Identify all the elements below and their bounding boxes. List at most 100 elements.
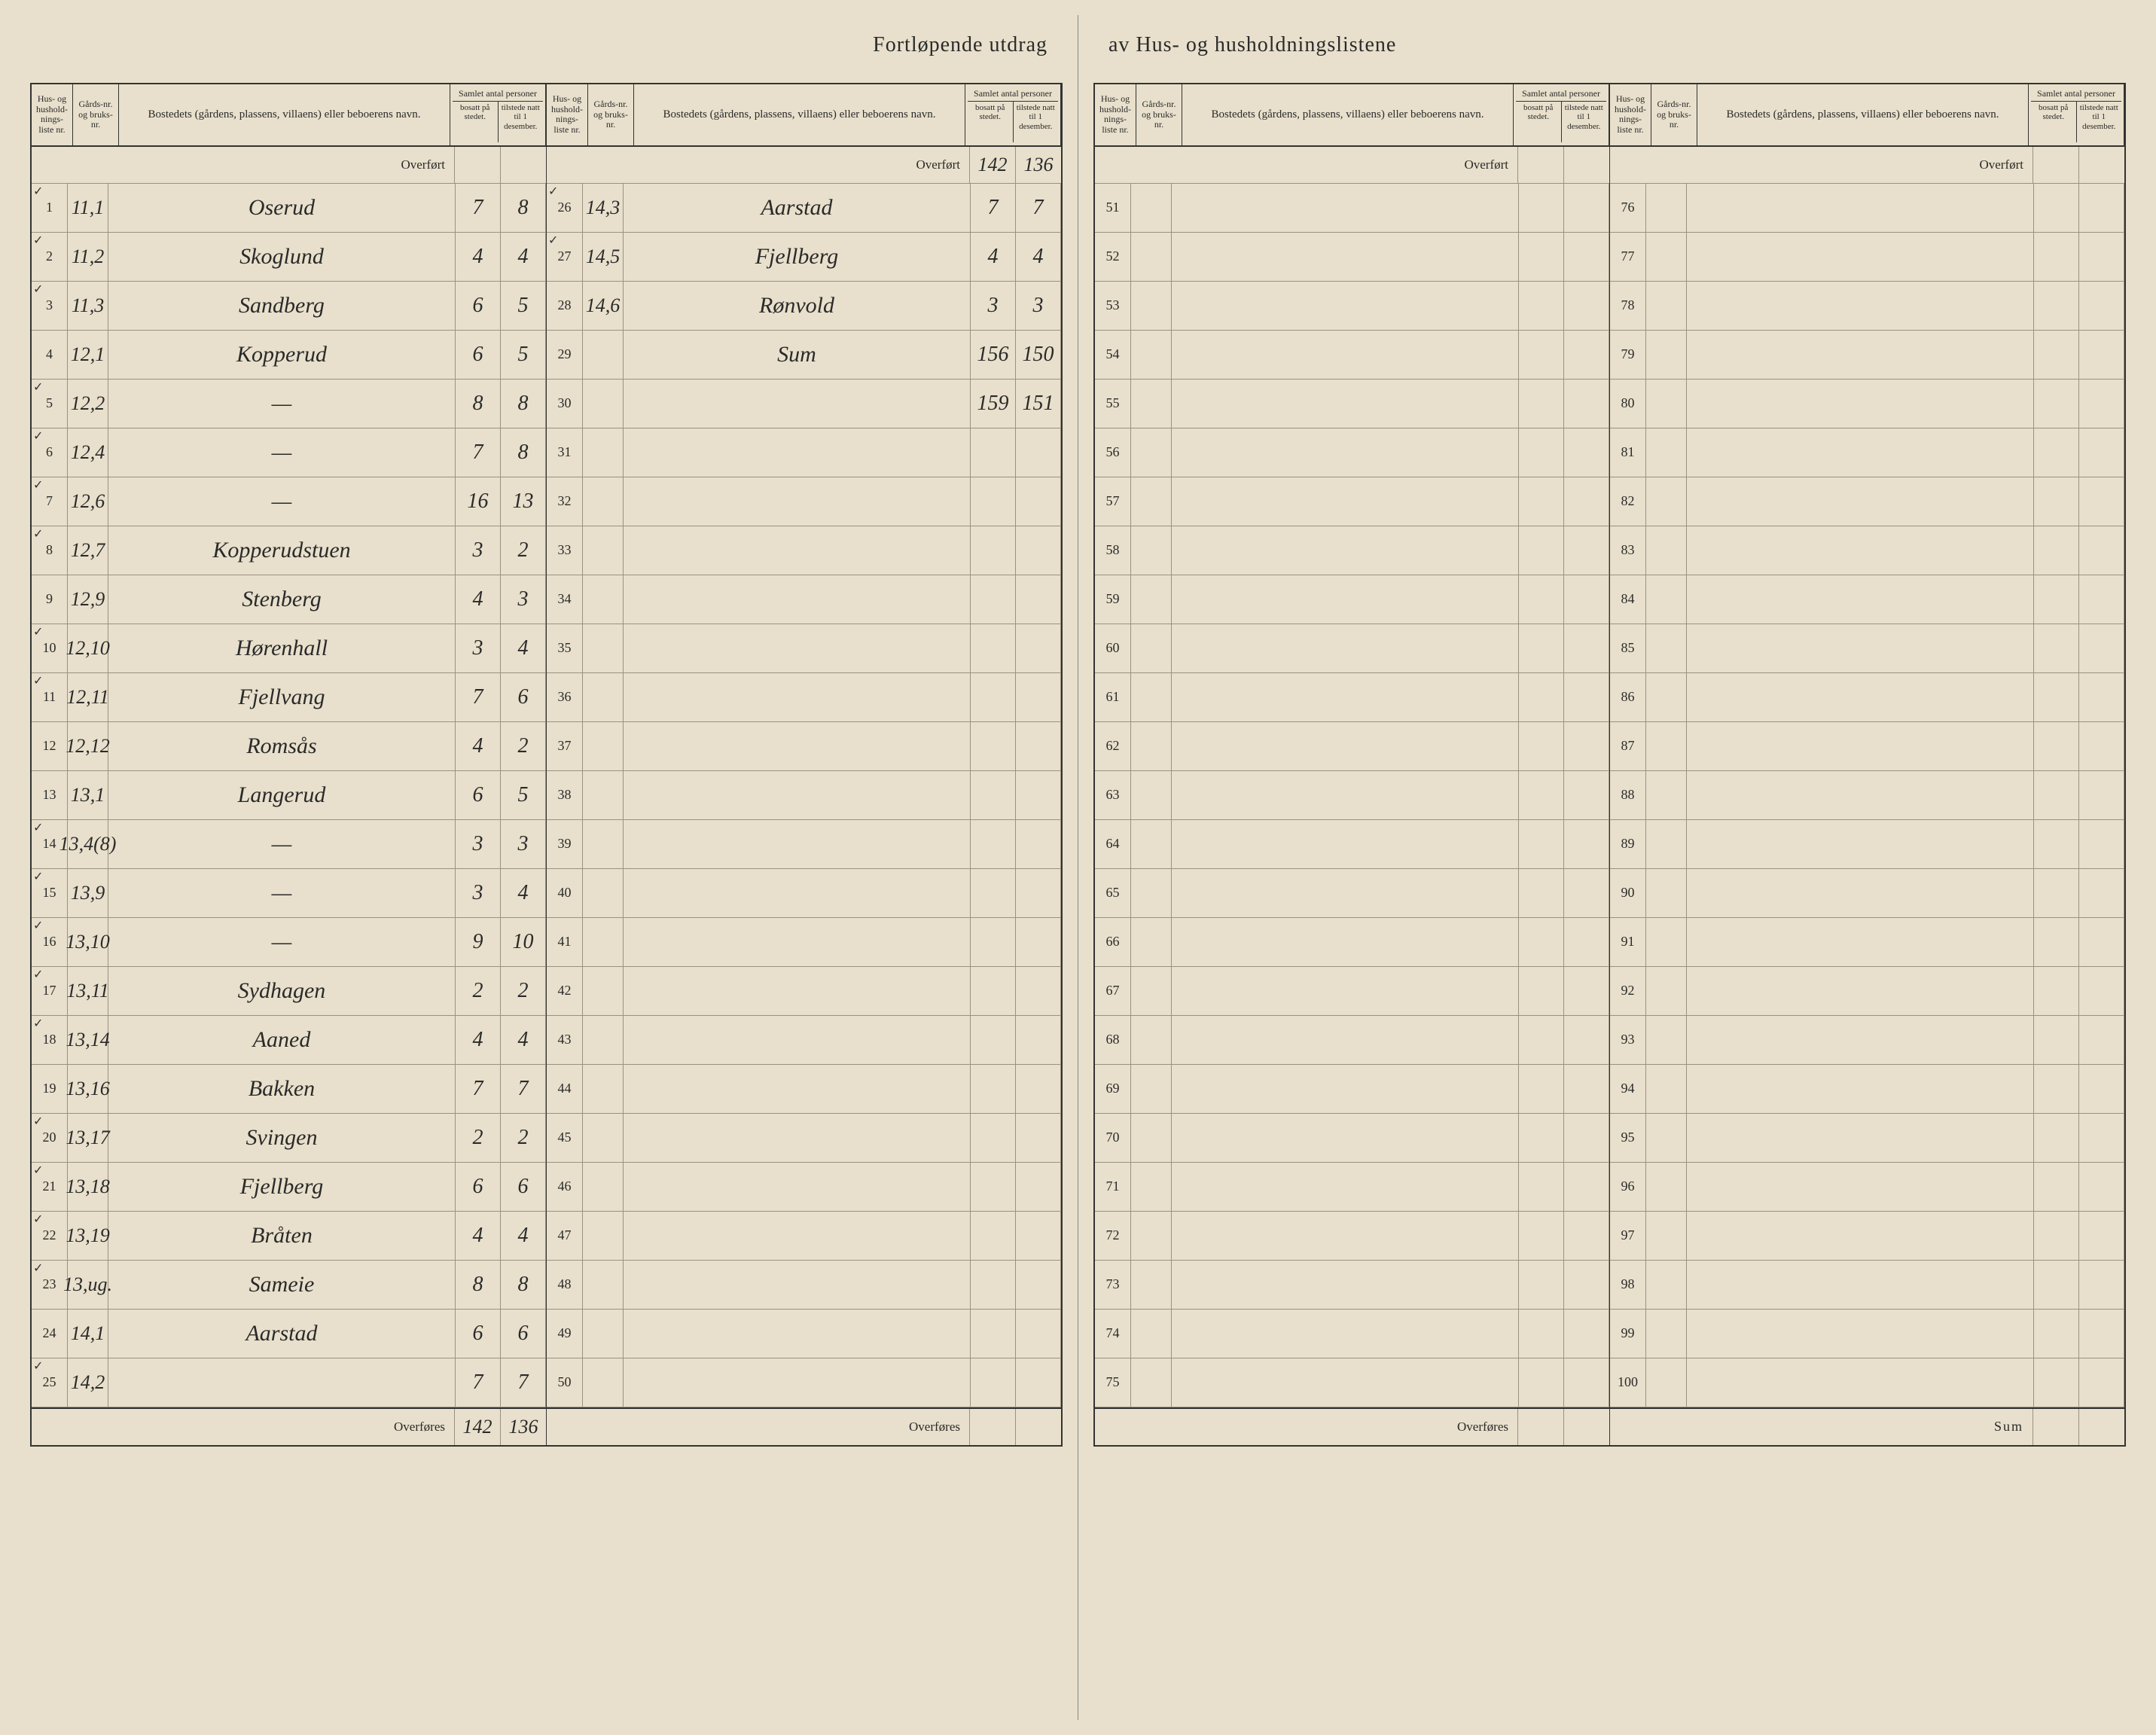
- cell-bosatt: 4: [456, 233, 501, 281]
- cell-liste-nr: 4: [32, 331, 68, 379]
- body-rows: ✓ 1 11,1 Oserud 7 8 ✓ 2 11,2 Skoglund 4 …: [32, 184, 546, 1407]
- cell-liste-nr: 59: [1095, 575, 1131, 624]
- table-row: 91: [1610, 918, 2124, 967]
- cell-liste-nr: 66: [1095, 918, 1131, 966]
- cell-liste-nr: 96: [1610, 1163, 1646, 1211]
- cell-liste-nr: 58: [1095, 526, 1131, 575]
- table-row: ✓ 2 11,2 Skoglund 4 4: [32, 233, 546, 282]
- cell-bosatt: [971, 1261, 1016, 1309]
- cell-gard-nr: 12,10: [68, 624, 108, 672]
- cell-gard-nr: [1646, 771, 1687, 819]
- cell-bosatt: [1519, 1065, 1564, 1113]
- table-row: 4 12,1 Kopperud 6 5: [32, 331, 546, 380]
- cell-liste-nr: 73: [1095, 1261, 1131, 1309]
- table-row: 94: [1610, 1065, 2124, 1114]
- cell-bosatt: 6: [456, 771, 501, 819]
- check-tick-icon: ✓: [548, 233, 558, 248]
- cell-bosatt: [2034, 282, 2079, 330]
- cell-bosted-navn: [1172, 380, 1519, 428]
- cell-bosatt: 4: [456, 1212, 501, 1260]
- cell-bosted-navn: [108, 1358, 456, 1407]
- cell-gard-nr: 11,3: [68, 282, 108, 330]
- cell-bosted-navn: [624, 1212, 971, 1260]
- cell-bosted-navn: —: [108, 380, 456, 428]
- cell-bosatt: [1519, 380, 1564, 428]
- table-row: 86: [1610, 673, 2124, 722]
- table-row: 83: [1610, 526, 2124, 575]
- cell-bosted-navn: —: [108, 869, 456, 917]
- cell-gard-nr: [1646, 673, 1687, 721]
- cell-bosatt: [1519, 1016, 1564, 1064]
- table-row: 34: [547, 575, 1061, 624]
- cell-liste-nr: 60: [1095, 624, 1131, 672]
- overfort-bosatt: [1517, 147, 1563, 183]
- cell-gard-nr: 12,7: [68, 526, 108, 575]
- cell-bosted-navn: [624, 1358, 971, 1407]
- cell-tilstede: 2: [501, 1114, 546, 1162]
- header-tilstede: tilstede natt til 1 desember.: [2077, 102, 2122, 142]
- cell-liste-nr: 74: [1095, 1310, 1131, 1358]
- cell-bosted-navn: [1172, 722, 1519, 770]
- cell-gard-nr: 12,2: [68, 380, 108, 428]
- right-tables: Hus- og hushold-nings-liste nr. Gårds-nr…: [1093, 83, 2126, 1447]
- cell-bosatt: [2034, 624, 2079, 672]
- cell-gard-nr: [1131, 428, 1172, 477]
- cell-gard-nr: [1646, 184, 1687, 232]
- cell-gard-nr: [1131, 331, 1172, 379]
- cell-gard-nr: [1646, 282, 1687, 330]
- overfort-row: Overført: [32, 147, 546, 184]
- cell-liste-nr: 32: [547, 477, 583, 526]
- cell-tilstede: [1564, 1016, 1609, 1064]
- cell-bosatt: [971, 624, 1016, 672]
- cell-gard-nr: [583, 1358, 624, 1407]
- cell-bosted-navn: [1172, 1065, 1519, 1113]
- cell-liste-nr: 24: [32, 1310, 68, 1358]
- column-header: Hus- og hushold-nings-liste nr. Gårds-nr…: [32, 84, 546, 147]
- cell-gard-nr: [1131, 282, 1172, 330]
- table-row: 66: [1095, 918, 1609, 967]
- cell-liste-nr: 47: [547, 1212, 583, 1260]
- cell-bosatt: 6: [456, 1163, 501, 1211]
- table-row: 100: [1610, 1358, 2124, 1407]
- cell-bosted-navn: [624, 477, 971, 526]
- cell-bosted-navn: Skoglund: [108, 233, 456, 281]
- cell-bosted-navn: [624, 1016, 971, 1064]
- cell-bosted-navn: Sameie: [108, 1261, 456, 1309]
- cell-liste-nr: 68: [1095, 1016, 1131, 1064]
- cell-liste-nr: 36: [547, 673, 583, 721]
- table-row: 79: [1610, 331, 2124, 380]
- cell-gard-nr: 14,2: [68, 1358, 108, 1407]
- header-bosted-navn: Bostedets (gårdens, plassens, villaens) …: [1182, 84, 1514, 145]
- cell-bosatt: [971, 1065, 1016, 1113]
- cell-gard-nr: [583, 1114, 624, 1162]
- header-samlet-label: Samlet antal personer: [453, 87, 543, 102]
- overfort-label: Overført: [547, 157, 969, 172]
- cell-liste-nr: 57: [1095, 477, 1131, 526]
- cell-tilstede: [2079, 722, 2124, 770]
- cell-tilstede: [2079, 526, 2124, 575]
- cell-tilstede: [2079, 1114, 2124, 1162]
- cell-bosatt: 2: [456, 1114, 501, 1162]
- cell-bosatt: 7: [456, 428, 501, 477]
- cell-bosatt: [2034, 184, 2079, 232]
- cell-liste-nr: 69: [1095, 1065, 1131, 1113]
- cell-gard-nr: [1646, 1163, 1687, 1211]
- cell-bosted-navn: [624, 428, 971, 477]
- table-row: 40: [547, 869, 1061, 918]
- cell-bosatt: 4: [456, 722, 501, 770]
- cell-liste-nr: 28: [547, 282, 583, 330]
- cell-bosted-navn: [1172, 673, 1519, 721]
- cell-liste-nr: 78: [1610, 282, 1646, 330]
- cell-tilstede: 8: [501, 1261, 546, 1309]
- cell-gard-nr: [1131, 575, 1172, 624]
- table-row: 43: [547, 1016, 1061, 1065]
- cell-gard-nr: [1131, 477, 1172, 526]
- table-row: 33: [547, 526, 1061, 575]
- cell-tilstede: [1016, 624, 1061, 672]
- table-row: 89: [1610, 820, 2124, 869]
- check-tick-icon: ✓: [33, 1358, 43, 1374]
- cell-bosatt: [971, 722, 1016, 770]
- cell-bosted-navn: [1172, 1114, 1519, 1162]
- cell-tilstede: [2079, 1016, 2124, 1064]
- table-row: ✓ 3 11,3 Sandberg 6 5: [32, 282, 546, 331]
